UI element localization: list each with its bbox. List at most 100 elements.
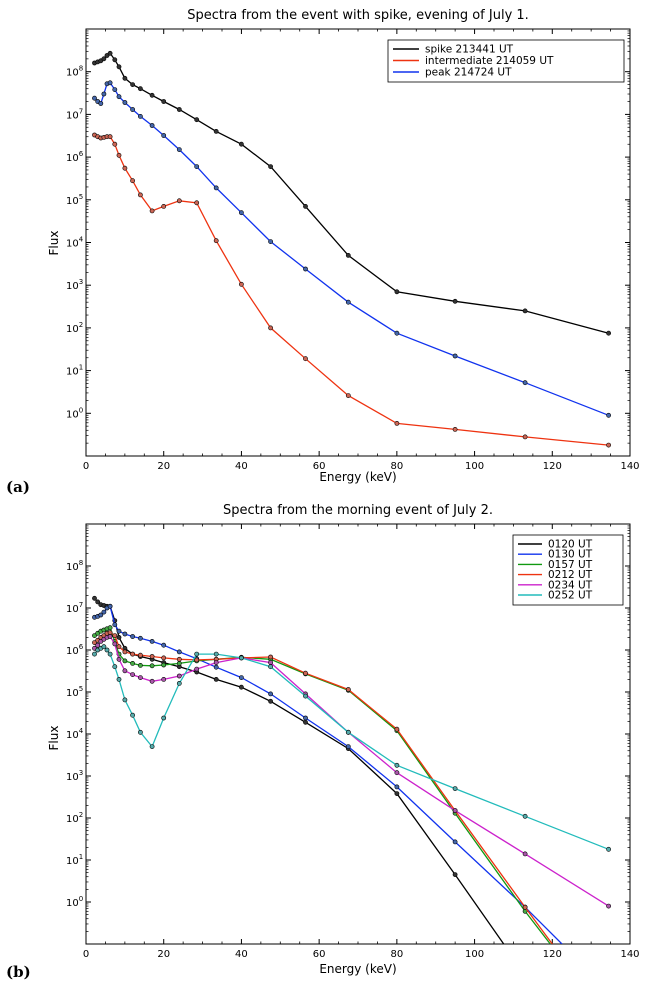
data-point [112,633,118,638]
data-point [116,628,122,634]
legend-label: 0234 UT [548,579,593,591]
chart-panel-b: Spectra from the morning event of July 2… [6,503,640,981]
y-tick-label: 108 [66,559,83,573]
x-tick-label: 140 [620,949,639,960]
data-point [213,238,219,244]
data-point [606,846,611,852]
data-point [112,141,118,147]
axis-ticks: 0 20 40 60 80 100 120 140 100 101 102 103 104 105 106 1… [66,29,640,472]
data-point [101,56,107,62]
data-point [112,664,118,670]
data-point [213,185,219,191]
data-point [104,647,110,653]
y-tick-label: 105 [66,193,83,207]
data-point [149,663,155,669]
data-point [116,64,122,70]
y-tick-label: 106 [66,643,84,657]
x-tick-label: 60 [313,949,326,960]
data-point [268,325,273,331]
data-point [345,299,351,305]
data-point [452,872,458,877]
data-point [161,642,167,648]
data-point [238,684,244,690]
data-point [522,380,528,386]
data-point [92,595,97,601]
data-point [176,198,182,204]
x-tick-label: 40 [235,949,248,960]
data-point [122,100,128,105]
data-point [345,744,351,749]
data-point [268,691,273,697]
data-point [394,289,400,295]
series-clip-group [92,595,611,944]
data-point [522,813,528,819]
data-point [213,664,219,670]
data-point [116,94,122,100]
data-point [112,87,118,92]
data-point [238,210,244,216]
data-point [130,178,135,184]
data-point [107,134,113,140]
data-point [303,203,308,209]
x-axis-label: Energy (keV) [319,470,396,484]
data-point [98,101,104,106]
data-point [130,672,135,677]
data-point [394,784,400,790]
data-point [522,308,528,314]
data-point [522,851,528,857]
data-point [238,675,244,680]
data-point [606,412,611,418]
chart-title: Spectra from the event with spike, eveni… [187,8,529,23]
data-point [238,141,244,147]
legend-label: peak 214724 UT [425,67,512,79]
data-point [95,642,101,648]
data-point [303,715,308,721]
data-point [92,633,97,638]
data-point [149,744,155,749]
legend-label: 0130 UT [548,549,593,561]
x-tick-label: 120 [543,949,562,960]
data-point [303,693,308,699]
x-tick-label: 20 [157,461,170,472]
data-point [130,651,135,657]
data-point [137,663,143,668]
data-point [176,147,182,152]
data-point [122,75,128,81]
data-point [92,651,97,657]
data-point [107,80,113,86]
data-point [394,791,400,796]
data-point [122,658,128,664]
data-point [92,95,97,101]
data-point [268,164,273,169]
data-point [137,635,143,641]
plot-frame [85,28,631,457]
legend-box [512,534,624,606]
data-point [268,654,273,660]
data-point [137,675,143,680]
data-point [606,330,611,336]
data-point [194,657,200,663]
data-point [130,107,135,112]
data-point [303,719,308,725]
y-tick-label: 104 [66,236,84,250]
data-point [130,634,135,639]
data-point [452,298,458,304]
x-tick-label: 100 [465,949,484,960]
data-point [137,192,143,198]
data-point [194,164,200,169]
panel-label: (b) [6,963,31,981]
data-point [268,698,273,704]
data-point [176,661,182,666]
legend-label: intermediate 214059 UT [425,55,554,67]
data-point [161,662,167,668]
data-point [394,770,400,776]
data-point [194,666,200,672]
panel-label: (a) [6,478,30,496]
data-point [101,91,107,97]
data-point [149,639,155,644]
data-point [345,393,351,398]
y-axis-label: Flux [47,231,61,256]
x-tick-label: 40 [235,461,248,472]
x-tick-label: 80 [390,949,403,960]
data-point [268,664,273,670]
